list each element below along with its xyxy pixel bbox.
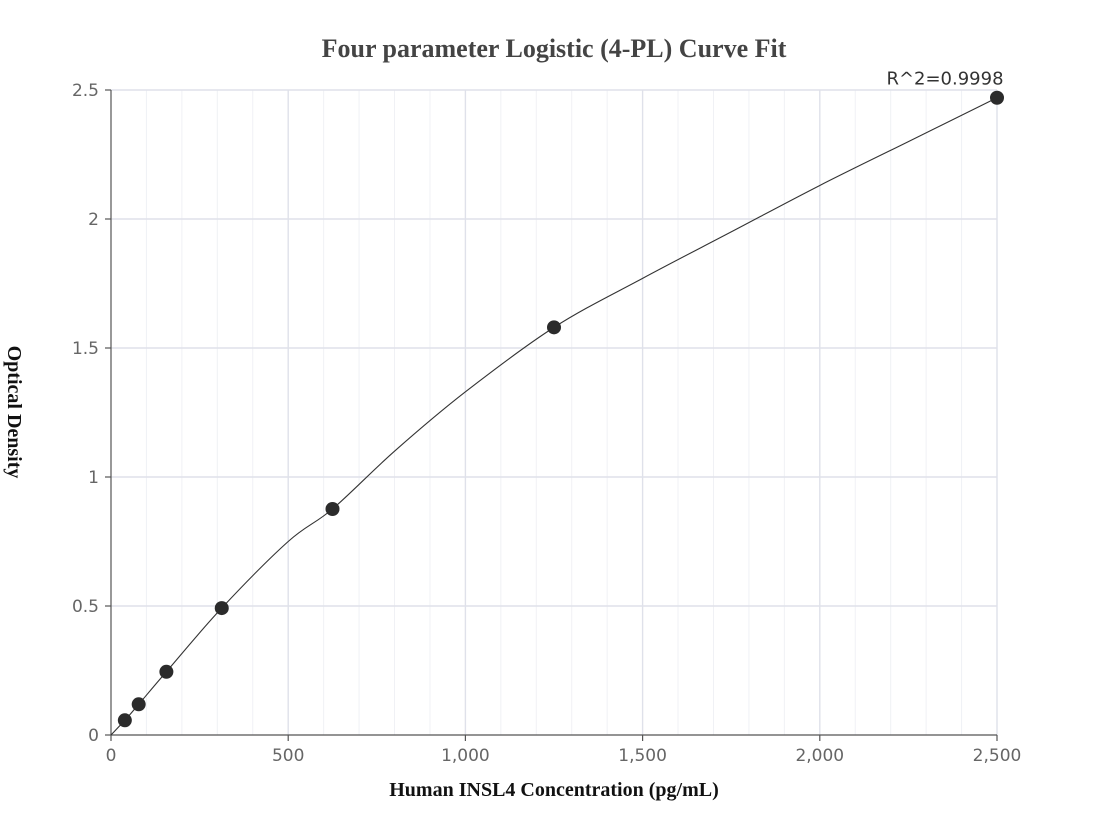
x-tick-label: 0 [106, 746, 117, 766]
data-point [990, 90, 1004, 105]
data-point [159, 664, 174, 679]
chart-title: Four parameter Logistic (4-PL) Curve Fit [322, 34, 787, 63]
y-tick-label: 0 [88, 726, 99, 746]
x-axis-ticks: 0 500 1,000 1,500 2,000 2,500 [106, 735, 1022, 766]
major-grid [111, 89, 998, 735]
x-tick-label: 2,000 [795, 746, 844, 766]
data-point [117, 713, 132, 728]
y-tick-label: 1 [88, 468, 99, 488]
data-point [131, 697, 146, 712]
y-tick-label: 2 [88, 210, 99, 230]
minor-grid [145, 90, 963, 735]
y-axis-ticks: 0 0.5 1 1.5 2 2.5 [72, 81, 111, 746]
data-point [325, 501, 340, 516]
y-tick-label: 1.5 [72, 339, 99, 359]
data-points [117, 90, 1004, 728]
y-tick-label: 0.5 [72, 597, 99, 617]
r-squared-annotation: R^2=0.9998 [886, 69, 1003, 90]
x-tick-label: 1,000 [441, 746, 490, 766]
x-tick-label: 2,500 [973, 746, 1022, 766]
fit-curve-line [110, 97, 998, 736]
y-axis-label: Optical Density [3, 346, 25, 479]
data-point [547, 320, 561, 335]
y-tick-label: 2.5 [72, 81, 99, 101]
x-tick-label: 500 [272, 746, 304, 766]
x-axis-label: Human INSL4 Concentration (pg/mL) [389, 779, 718, 801]
annotations: R^2=0.9998 [886, 69, 1003, 90]
data-point [214, 601, 229, 616]
x-tick-label: 1,500 [618, 746, 667, 766]
